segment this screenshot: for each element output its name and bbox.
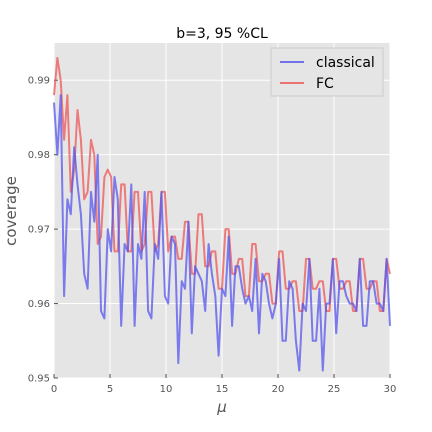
y-axis-label: coverage <box>2 176 20 246</box>
x-tick-label: 10 <box>160 384 173 395</box>
chart-title: b=3, 95 %CL <box>176 26 268 42</box>
x-tick-label: 20 <box>272 384 285 395</box>
y-tick-label: 0.98 <box>28 150 50 161</box>
y-tick-label: 0.96 <box>28 299 50 310</box>
x-axis-label: μ <box>216 398 227 416</box>
x-tick-label: 0 <box>51 384 57 395</box>
series-line-classical <box>53 94 391 372</box>
y-tick-label: 0.95 <box>28 374 50 385</box>
y-tick-label: 0.99 <box>28 76 50 87</box>
legend-label-fc: FC <box>316 76 334 92</box>
legend: classical FC <box>270 47 384 97</box>
series-layer <box>53 56 391 372</box>
legend-box <box>270 47 384 97</box>
x-tick-label: 30 <box>384 384 397 395</box>
x-tick-label: 15 <box>216 384 229 395</box>
axis-ticks: 0 5 10 15 20 25 30 0.95 0.96 0.97 0.98 0.99 <box>28 76 397 395</box>
y-tick-label: 0.97 <box>28 225 50 236</box>
x-tick-label: 25 <box>328 384 341 395</box>
x-tick-label: 5 <box>107 384 113 395</box>
legend-label-classical: classical <box>316 55 375 71</box>
